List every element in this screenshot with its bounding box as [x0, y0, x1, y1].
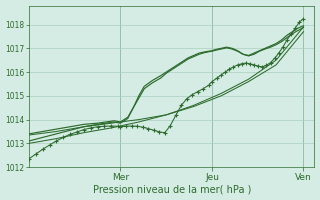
X-axis label: Pression niveau de la mer( hPa ): Pression niveau de la mer( hPa )	[92, 184, 251, 194]
